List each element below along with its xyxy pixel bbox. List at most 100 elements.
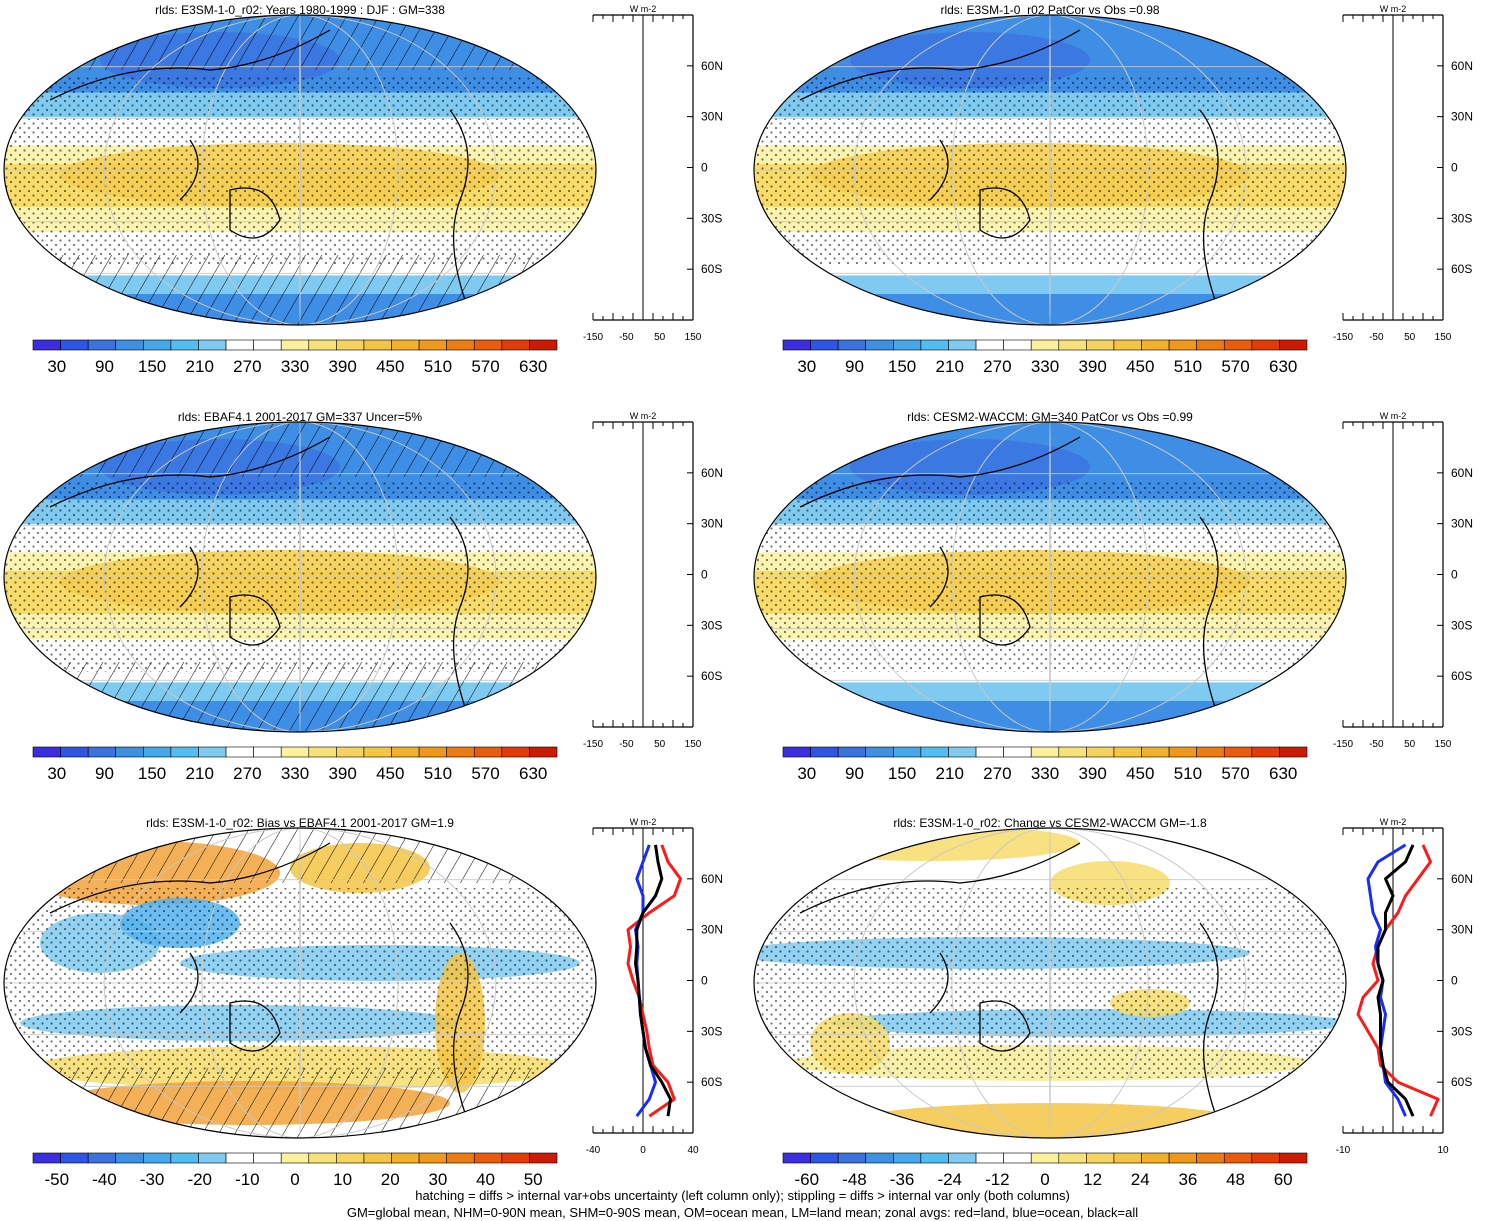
hatching-south — [4, 1068, 596, 1138]
colorbar-swatch — [1196, 746, 1225, 758]
lat-label: 0 — [1451, 161, 1458, 175]
zonal-x-tick-label: 150 — [685, 332, 702, 343]
colorbar-swatch — [60, 746, 89, 758]
panel-title-4: rlds: CESM2-WACCM: GM=340 PatCor vs Obs … — [907, 410, 1193, 424]
colorbar-swatch — [975, 746, 1004, 758]
colorbar-swatch — [60, 1152, 89, 1164]
colorbar-swatch — [837, 1152, 867, 1164]
colorbar-swatch — [920, 746, 949, 758]
zonal-x-tick-label: 0 — [640, 1145, 646, 1156]
colorbar-swatch — [865, 1152, 894, 1164]
colorbar-tick-label: 30 — [797, 764, 816, 783]
colorbar-swatch — [1141, 746, 1170, 758]
zonal-unit-label: W m-2 — [1380, 4, 1407, 14]
coastline — [49, 842, 469, 1114]
graticule-lon — [951, 828, 1149, 1138]
lat-label: 60S — [1451, 1075, 1472, 1089]
colorbar-tick-label: 330 — [1031, 357, 1059, 376]
colorbar-swatch — [418, 339, 447, 351]
colorbar-tick-label: 30 — [47, 764, 66, 783]
graticule-lon — [103, 15, 497, 325]
figure-canvas: W m-2 60N 30N 0 30S 60S -150 -50 50 150 W m-2 60N 30… — [3, 4, 1473, 1189]
colorbar-tick-label: 570 — [1221, 357, 1249, 376]
colorbar-tick-label: 630 — [519, 764, 547, 783]
lat-band-7 — [754, 275, 1346, 294]
graticule-lon — [299, 828, 301, 1138]
colorbar-swatch — [363, 1152, 392, 1164]
lat-label: 60N — [1451, 872, 1473, 886]
colorbar-swatch — [1168, 1152, 1197, 1164]
zonal-mean-panel-3: W m-2 60N 30N 0 30S 60S -150 -50 50 150 — [583, 411, 723, 750]
colorbar-swatch — [529, 746, 558, 758]
zonal-x-tick-label: 50 — [654, 739, 666, 750]
zonal-x-tick-label: 150 — [685, 739, 702, 750]
colorbar-swatch — [32, 339, 61, 351]
graticule-lon — [299, 422, 301, 732]
zonal-mean-panel-1: W m-2 60N 30N 0 30S 60S -150 -50 50 150 — [583, 4, 723, 343]
colorbar-tick-label: 36 — [1178, 1170, 1197, 1189]
colorbar-swatch — [198, 339, 227, 351]
colorbar-swatch — [308, 746, 337, 758]
colorbar-tick-label: 450 — [376, 357, 404, 376]
colorbar-swatch — [225, 746, 254, 758]
map-outline — [753, 421, 1347, 733]
colorbar-swatch — [225, 339, 254, 351]
hatching-north — [4, 828, 596, 883]
colorbar-swatch — [501, 746, 530, 758]
colorbar-tick-label: 210 — [936, 357, 964, 376]
colorbar-tick-label: 10 — [333, 1170, 352, 1189]
colorbar-swatch — [948, 1152, 977, 1164]
colorbar-swatch — [893, 746, 922, 758]
zonal-x-tick-label: -10 — [1336, 1145, 1351, 1156]
colorbar-tick-label: -40 — [92, 1170, 117, 1189]
zonal-x-tick-label: 150 — [1435, 739, 1452, 750]
colorbar-swatch — [253, 1152, 282, 1164]
panel-title-2: rlds: E3SM-1-0_r02 PatCor vs Obs =0.98 — [940, 3, 1160, 17]
colorbar-swatch — [1196, 339, 1225, 351]
zonal-unit-label: W m-2 — [1380, 411, 1407, 421]
colorbar-2: 30 90 150 210 270 330 390 450 510 570 630 — [782, 339, 1308, 376]
colorbar-tick-label: 210 — [186, 764, 214, 783]
map-panel-6 — [753, 827, 1347, 1139]
colorbar-tick-label: 90 — [845, 357, 864, 376]
lat-label: 30S — [1451, 618, 1472, 632]
lat-label: 30S — [701, 618, 722, 632]
colorbar-swatch — [170, 339, 199, 351]
colorbar-swatch — [837, 339, 867, 351]
colorbar-swatch — [1141, 1152, 1170, 1164]
colorbar-swatch — [115, 339, 144, 351]
colorbar-tick-label: 50 — [524, 1170, 543, 1189]
colorbar-swatch — [1086, 746, 1115, 758]
map-panel-4 — [753, 421, 1347, 733]
colorbar-tick-label: 90 — [95, 357, 114, 376]
colorbar-swatch — [336, 339, 365, 351]
zonal-x-tick-label: 50 — [654, 332, 666, 343]
map-outline — [753, 14, 1347, 326]
map-panel-2 — [753, 14, 1347, 326]
colorbar-tick-label: 450 — [376, 764, 404, 783]
colorbar-tick-label: 30 — [428, 1170, 447, 1189]
colorbar-swatch — [810, 339, 839, 351]
colorbar-tick-label: 570 — [1221, 764, 1249, 783]
colorbar-tick-label: 630 — [519, 357, 547, 376]
zonal-unit-label: W m-2 — [630, 817, 657, 827]
map-panel-3 — [3, 421, 597, 733]
colorbar-swatch — [143, 746, 172, 758]
colorbar-tick-label: 570 — [471, 357, 499, 376]
lat-label: 0 — [701, 568, 708, 582]
colorbar-5: -50 -40 -30 -20 -10 0 10 20 30 40 50 — [32, 1152, 558, 1189]
colorbar-tick-label: 40 — [476, 1170, 495, 1189]
colorbar-swatch — [1279, 339, 1308, 351]
colorbar-swatch — [1251, 339, 1280, 351]
colorbar-swatch — [1251, 746, 1280, 758]
colorbar-tick-label: -24 — [937, 1170, 962, 1189]
lat-label: 0 — [1451, 568, 1458, 582]
map-panel-5 — [3, 827, 597, 1139]
colorbar-swatch — [418, 1152, 447, 1164]
colorbar-swatch — [1223, 1152, 1253, 1164]
zonal-line-land — [1356, 844, 1440, 1117]
map-outline — [753, 827, 1347, 1139]
colorbar-tick-label: 270 — [983, 357, 1011, 376]
colorbar-tick-label: 12 — [1083, 1170, 1102, 1189]
colorbar-swatch — [280, 339, 310, 351]
